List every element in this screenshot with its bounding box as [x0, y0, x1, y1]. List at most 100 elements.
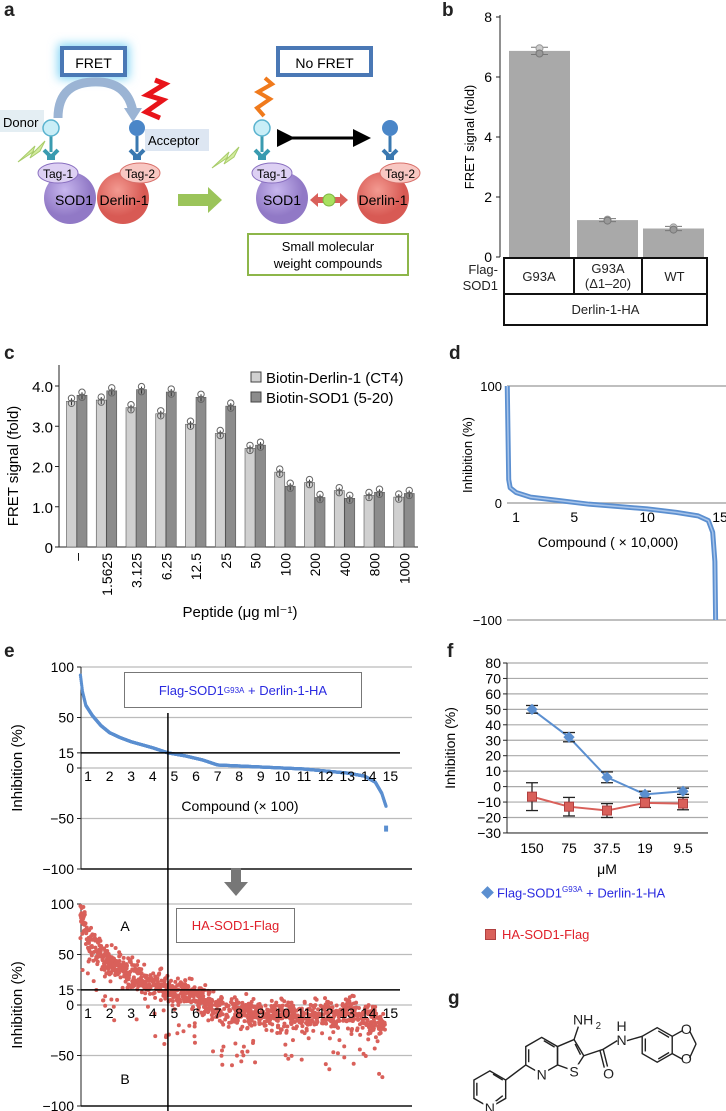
e-bottom-data-point: [188, 993, 193, 998]
b-y-tick-label: 0: [484, 249, 492, 265]
e-top-y-tick-label: −100: [42, 861, 74, 877]
e-bottom-data-point: [109, 943, 114, 948]
e-bottom-data-point: [365, 1010, 370, 1015]
e-bottom-data-point: [283, 1053, 288, 1058]
e-bottom-data-point: [329, 1017, 334, 1022]
e-bottom-data-point: [327, 1036, 332, 1041]
d-x-tick-label: 10: [639, 509, 655, 525]
e-bottom-data-point: [305, 1007, 310, 1012]
e-bottom-data-point: [316, 1007, 321, 1012]
e-bottom-data-point: [271, 1016, 276, 1021]
e-bottom-data-point: [352, 1017, 357, 1022]
e-bottom-data-point: [178, 999, 183, 1004]
e-bottom-data-point: [95, 962, 100, 967]
e-bottom-data-point: [142, 973, 147, 978]
tag2-ellipse-2: [379, 162, 421, 184]
f-data-point-diamond: [639, 788, 651, 800]
e-bottom-x-tick-label: 6: [192, 1005, 200, 1021]
tag1-label: Tag-1: [43, 167, 73, 181]
e-bottom-data-point: [175, 976, 180, 981]
e-bottom-data-point: [103, 1003, 108, 1008]
donor-antibody-icon-2: [253, 148, 271, 160]
e-bottom-data-point: [118, 975, 123, 980]
e-bottom-data-point: [175, 1031, 180, 1036]
e-bottom-data-point: [78, 936, 83, 941]
f-legend-label-red: HA-SOD1-Flag: [502, 927, 590, 942]
e-bottom-data-point: [80, 968, 85, 973]
acceptor-fluorophore-icon: [129, 120, 145, 136]
e-top-x-tick-label: 3: [127, 768, 135, 784]
e-bottom-data-point: [108, 958, 113, 963]
e-bottom-data-point: [197, 995, 202, 1000]
acceptor-antibody-icon-2: [381, 148, 399, 160]
e-bottom-data-point: [176, 994, 181, 999]
e-bottom-data-point: [297, 1006, 302, 1011]
acceptor-label-bg: [145, 129, 209, 151]
f-y-tick-label: 80: [485, 655, 501, 671]
e-bottom-data-point: [239, 1059, 244, 1064]
e-bottom-data-point: [336, 1015, 341, 1020]
e-bottom-x-tick-label: 12: [318, 1005, 334, 1021]
c-data-point: [78, 388, 86, 396]
e-bottom-y-tick-label: 50: [58, 947, 74, 963]
c-data-point: [246, 446, 254, 455]
e-bottom-data-point: [289, 1000, 294, 1005]
f-y-tick-label: −10: [477, 794, 501, 810]
e-bottom-data-point: [162, 1042, 167, 1047]
e-bottom-data-point: [235, 1018, 240, 1023]
e-bottom-data-point: [196, 989, 201, 994]
e-top-x-tick-label: 12: [318, 768, 334, 784]
e-bottom-data-point: [354, 1005, 359, 1010]
e-bottom-data-point: [342, 1055, 347, 1060]
e-bottom-data-point: [305, 1011, 310, 1016]
e-bottom-data-point: [350, 1026, 355, 1031]
e-bottom-data-point: [162, 978, 167, 983]
e-bottom-data-point: [151, 977, 156, 982]
e-bottom-data-point: [176, 1023, 181, 1028]
e-bottom-data-point: [356, 1017, 361, 1022]
e-bottom-data-point: [278, 1005, 283, 1010]
e-top-title-box: Flag-SOD1 G93A + Derlin-1-HA: [124, 672, 362, 708]
e-bottom-data-point: [377, 1071, 382, 1076]
atom-o-carbonyl: O: [603, 1065, 614, 1081]
c-x-tick-label: 3.125: [129, 553, 145, 588]
c-x-tick-label: 50: [248, 553, 264, 569]
e-bottom-data-point: [176, 1002, 181, 1007]
e-bottom-data-point: [381, 1011, 386, 1016]
tag1-ellipse-2: [251, 162, 293, 184]
e-bottom-data-point: [211, 1049, 216, 1054]
e-top-x-tick-label: 9: [257, 768, 265, 784]
e-bottom-data-point: [272, 1008, 277, 1013]
e-bottom-data-point: [112, 963, 117, 968]
orange-emission-wave-icon: [254, 76, 276, 118]
donor-label-bg: [0, 110, 44, 132]
panel-label-d: d: [449, 343, 461, 364]
e-bottom-data-point: [171, 995, 176, 1000]
e-bottom-data-point: [192, 1021, 197, 1026]
e-bottom-data-point: [360, 1025, 365, 1030]
square-marker-icon: [485, 929, 496, 940]
tag2-label-2: Tag-2: [385, 167, 415, 181]
e-bottom-y-tick-label: 0: [66, 997, 74, 1013]
e-bottom-data-point: [293, 1013, 298, 1018]
d-y-tick-label: −100: [473, 613, 502, 628]
e-bottom-x-tick-label: 15: [383, 1005, 399, 1021]
e-top-x-tick-label: 4: [149, 768, 157, 784]
c-data-point: [346, 496, 354, 504]
e-bottom-data-point: [89, 944, 94, 949]
f-data-point-diamond: [526, 703, 538, 716]
e-bottom-data-point: [235, 1005, 240, 1010]
f-x-axis-label: μM: [597, 861, 617, 877]
c-data-point: [286, 484, 294, 492]
e-bottom-data-point: [357, 1047, 362, 1052]
e-bottom-data-point: [320, 1021, 325, 1026]
e-bottom-data-point: [192, 1024, 197, 1029]
e-top-x-tick-label: 10: [275, 768, 291, 784]
e-bottom-data-point: [114, 959, 119, 964]
e-top-x-tick-label: 7: [214, 768, 222, 784]
e-bottom-data-point: [152, 1011, 157, 1016]
process-arrow-icon: [178, 187, 222, 213]
f-data-point-square: [564, 801, 574, 812]
e-bottom-data-point: [117, 950, 122, 955]
